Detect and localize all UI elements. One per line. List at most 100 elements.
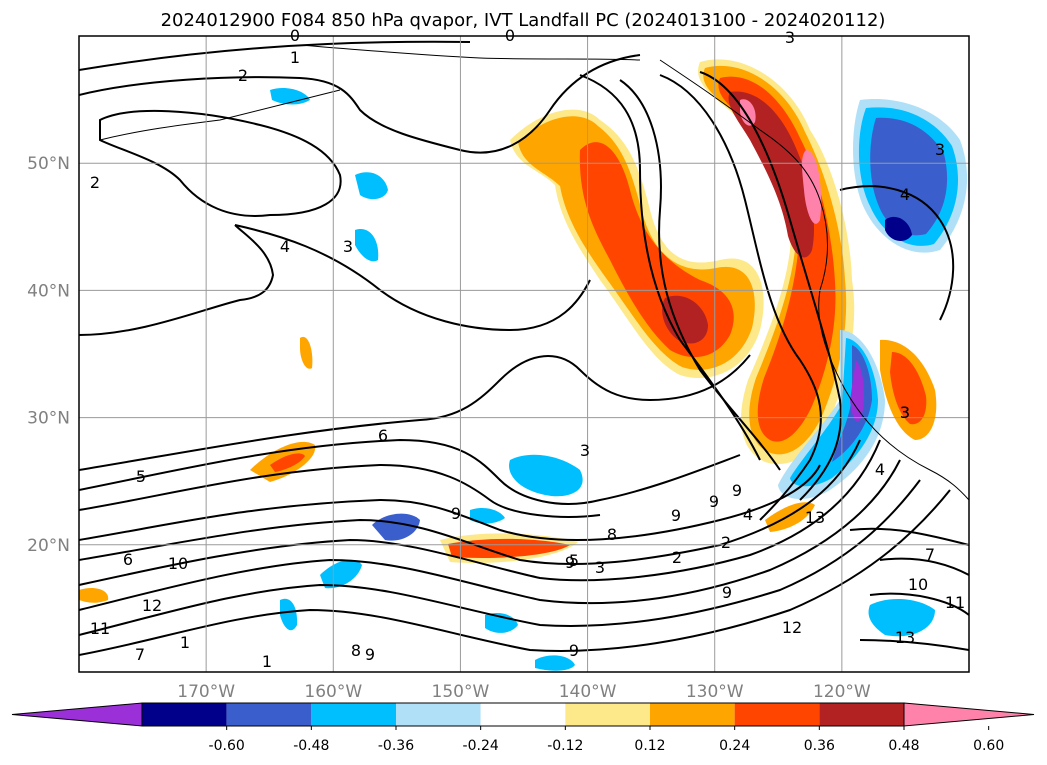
- contour-line: [79, 439, 861, 566]
- contour-label: 3: [900, 403, 910, 422]
- colorbar-segment: [396, 703, 481, 726]
- contour-line: [79, 54, 641, 154]
- colorbar-extend-right: [903, 702, 1035, 727]
- contour-label: 9: [365, 645, 375, 664]
- colorbar-segment: [311, 703, 396, 726]
- colorbar-segment: [819, 703, 904, 726]
- contour-label: 1: [180, 633, 190, 652]
- contour-line: [79, 479, 921, 636]
- contour-label: 11: [945, 593, 965, 612]
- colorbar-segment: [480, 703, 566, 726]
- contour-label: 9: [451, 504, 461, 523]
- contour-line: [859, 639, 969, 651]
- contour-label: 2: [721, 533, 731, 552]
- contour-label: 13: [895, 628, 915, 647]
- colorbar-segment: [142, 703, 227, 726]
- contour-label: 1: [290, 48, 300, 67]
- fill-region-pac-blue8: [280, 598, 298, 631]
- fill-region-wpac-orange: [79, 588, 109, 603]
- x-tick-label: 160°W: [304, 682, 362, 702]
- contour-label: 5: [136, 467, 146, 486]
- contour-label: 9: [722, 583, 732, 602]
- contour-label: 6: [378, 426, 388, 445]
- x-tick-label: 130°W: [686, 682, 744, 702]
- contour-label: 4: [743, 505, 753, 524]
- contour-label: 5: [569, 551, 579, 570]
- contour-label: 13: [805, 508, 825, 527]
- contour-label: 8: [351, 641, 361, 660]
- coastline-aleutians: [99, 89, 341, 141]
- colorbar-segment: [226, 703, 312, 726]
- x-tick-label: 150°W: [432, 682, 490, 702]
- contour-label: 0: [505, 26, 515, 45]
- contour-line: [699, 71, 842, 501]
- contour-label: 3: [935, 140, 945, 159]
- y-axis-ticks: 20°N 30°N 40°N 50°N: [27, 154, 70, 556]
- contour-line: [234, 224, 591, 332]
- contour-label: 11: [90, 619, 110, 638]
- colorbar-tick-label: 0.12: [634, 738, 665, 754]
- contour-label: 9: [671, 506, 681, 525]
- colorbar-frame: [141, 702, 905, 727]
- colorbar-tick-label: 0.60: [973, 738, 1004, 754]
- y-tick-label: 30°N: [27, 409, 70, 429]
- fill-region-pac-blue6: [355, 229, 379, 262]
- colorbar-tick-label: -0.60: [209, 738, 245, 754]
- contour-line: [659, 74, 822, 521]
- contour-label: 3: [785, 28, 795, 47]
- fill-region-plume-darkred: [662, 295, 708, 344]
- coastline-alaska: [299, 44, 641, 61]
- gridlines: [79, 36, 969, 672]
- contour-label: 9: [565, 553, 575, 572]
- fill-region-sub-orange: [765, 502, 815, 532]
- contour-line: [79, 354, 751, 471]
- chart-title: 2024012900 F084 850 hPa qvapor, IVT Land…: [161, 10, 886, 31]
- x-tick-label: 170°W: [177, 682, 235, 702]
- colorbar-tick-label: -0.36: [378, 738, 414, 754]
- fill-region-pac-blue10: [535, 655, 575, 671]
- colorbar: -0.60 -0.48 -0.36 -0.24 -0.12 0.12 0.24 0.36 0.4…: [11, 702, 1035, 754]
- contour-line: [849, 527, 969, 546]
- contour-label: 7: [135, 645, 145, 664]
- contour-label: 9: [709, 492, 719, 511]
- fill-region-wpac-blob-orange: [300, 336, 313, 369]
- contour-label: 10: [908, 575, 928, 594]
- fill-region-pac-blue4: [868, 598, 935, 637]
- x-axis-ticks: 170°W 160°W 150°W 140°W 130°W 120°W: [177, 682, 871, 702]
- fill-region-pac-blue7: [320, 559, 362, 589]
- map-frame: [78, 35, 970, 673]
- colorbar-tick-label: -0.24: [463, 738, 499, 754]
- contour-label: 2: [90, 173, 100, 192]
- x-tick-label: 120°W: [813, 682, 871, 702]
- fill-region-coast-pink: [740, 99, 822, 224]
- y-tick-label: 40°N: [27, 281, 70, 301]
- contour-label: 6: [123, 550, 133, 569]
- colorbar-segment: [734, 703, 820, 726]
- fill-region-band-red: [448, 538, 570, 558]
- colorbar-tick-label: 0.36: [804, 738, 835, 754]
- contour-line: [79, 40, 471, 71]
- moisture-fill-regions: [79, 59, 968, 671]
- contour-lines: [79, 40, 969, 656]
- colorbar-tick-label: 0.48: [888, 738, 919, 754]
- fill-region-coast-purple: [850, 360, 864, 422]
- x-tick-label: 140°W: [559, 682, 617, 702]
- contour-line: [79, 464, 821, 542]
- contour-line: [79, 459, 901, 611]
- colorbar-extend-left: [11, 702, 143, 727]
- contour-label: 12: [782, 618, 802, 637]
- contour-label: 3: [595, 558, 605, 577]
- y-tick-label: 50°N: [27, 154, 70, 174]
- contour-label: 9: [732, 481, 742, 500]
- contour-line: [879, 557, 969, 576]
- contour-label: 1: [262, 652, 272, 671]
- contour-line: [79, 463, 601, 518]
- contour-label: 7: [925, 545, 935, 564]
- contour-label: 3: [343, 237, 353, 256]
- contour-line: [79, 438, 741, 505]
- contour-label: 10: [168, 554, 188, 573]
- contour-label: 0: [290, 26, 300, 45]
- colorbar-tick-label: 0.24: [719, 738, 750, 754]
